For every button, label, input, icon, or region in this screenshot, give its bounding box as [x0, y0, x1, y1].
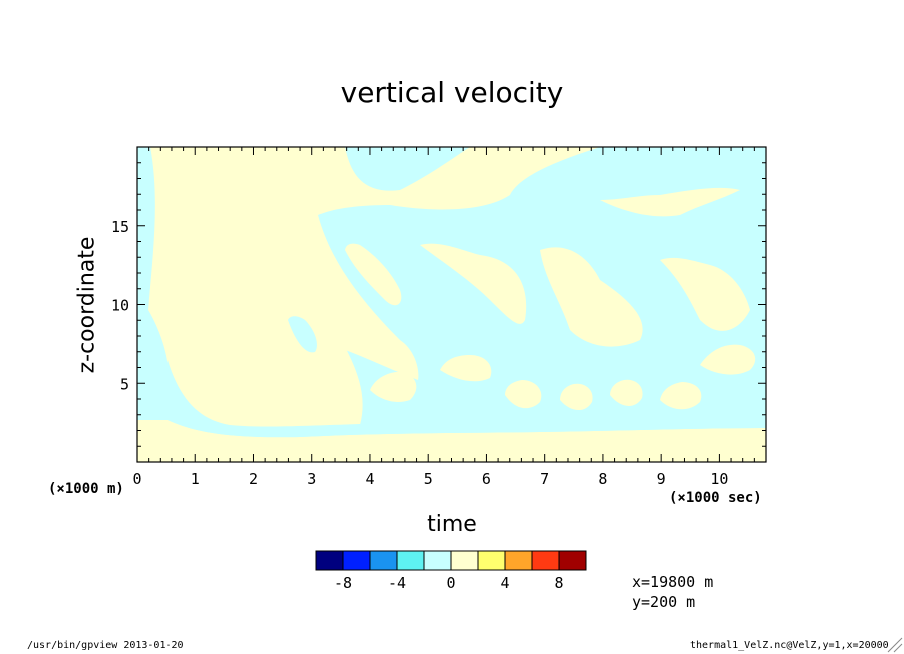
x-tick-label: 3	[307, 470, 316, 488]
heatmap-field	[137, 147, 766, 462]
y-tick-label: 15	[111, 218, 129, 236]
positive-region	[148, 147, 363, 432]
x-tick-label: 2	[249, 470, 258, 488]
x-tick-label: 5	[424, 470, 433, 488]
positive-region	[540, 247, 643, 347]
positive-region	[600, 187, 740, 217]
colorbar-swatch	[477, 550, 506, 571]
positive-region	[370, 371, 417, 402]
colorbar-tick-label: -8	[334, 574, 352, 592]
y-tick-label: 10	[111, 297, 129, 315]
colorbar-swatch	[396, 550, 425, 571]
positive-region	[440, 355, 492, 382]
x-tick-label: 10	[710, 470, 728, 488]
colorbar-swatch	[369, 550, 398, 571]
colorbar-swatch	[315, 550, 344, 571]
positive-region	[345, 243, 402, 306]
positive-region	[137, 420, 766, 462]
positive-region	[610, 379, 643, 406]
y-tick-label: 5	[120, 375, 129, 393]
negative-region	[288, 316, 317, 353]
x-tick-label: 0	[132, 470, 141, 488]
x-axis-label: time	[427, 512, 477, 537]
negative-region	[137, 147, 154, 310]
colorbar-tick-label: 4	[500, 574, 509, 592]
positive-region	[660, 257, 750, 331]
colorbar-swatch	[423, 550, 452, 571]
positive-region	[660, 382, 702, 410]
x-tick-label: 9	[657, 470, 666, 488]
positive-region	[275, 147, 600, 380]
x-axis: 0 1 2 3 4 5 6 7 8 9 10	[132, 147, 767, 488]
x-tick-label: 6	[482, 470, 491, 488]
footer-left: /usr/bin/gpview 2013-01-20	[27, 640, 184, 651]
x-tick-label: 1	[191, 470, 200, 488]
colorbar-tick-label: 0	[446, 574, 455, 592]
colorbar-swatch	[558, 550, 587, 571]
colorbar-tick-label: -4	[388, 574, 406, 592]
colorbar: -8 -4 0 4 8	[315, 550, 587, 592]
y-position-annotation: y=200 m	[632, 593, 696, 611]
positive-region	[505, 380, 542, 409]
chart-title: vertical velocity	[340, 76, 564, 109]
x-axis-unit-label: (×1000 sec)	[669, 490, 762, 506]
x-tick-label: 4	[365, 470, 374, 488]
positive-region	[700, 344, 756, 375]
y-axis-unit-label: (×1000 m)	[48, 481, 124, 497]
footer-right: thermal1_VelZ.nc@VelZ,y=1,x=20000	[690, 640, 889, 651]
positive-region	[420, 243, 527, 324]
y-axis-label: z-coordinate	[74, 236, 100, 374]
x-tick-label: 8	[598, 470, 607, 488]
resize-grip-icon[interactable]	[887, 637, 903, 653]
x-tick-label: 7	[540, 470, 549, 488]
colorbar-swatch	[342, 550, 371, 571]
colorbar-swatch	[531, 550, 560, 571]
colorbar-tick-label: 8	[554, 574, 563, 592]
positive-region	[560, 383, 593, 411]
x-position-annotation: x=19800 m	[632, 573, 714, 591]
y-axis: 5 10 15	[111, 162, 766, 447]
colorbar-swatch	[450, 550, 479, 571]
negative-region	[162, 360, 766, 438]
colorbar-swatch	[504, 550, 533, 571]
